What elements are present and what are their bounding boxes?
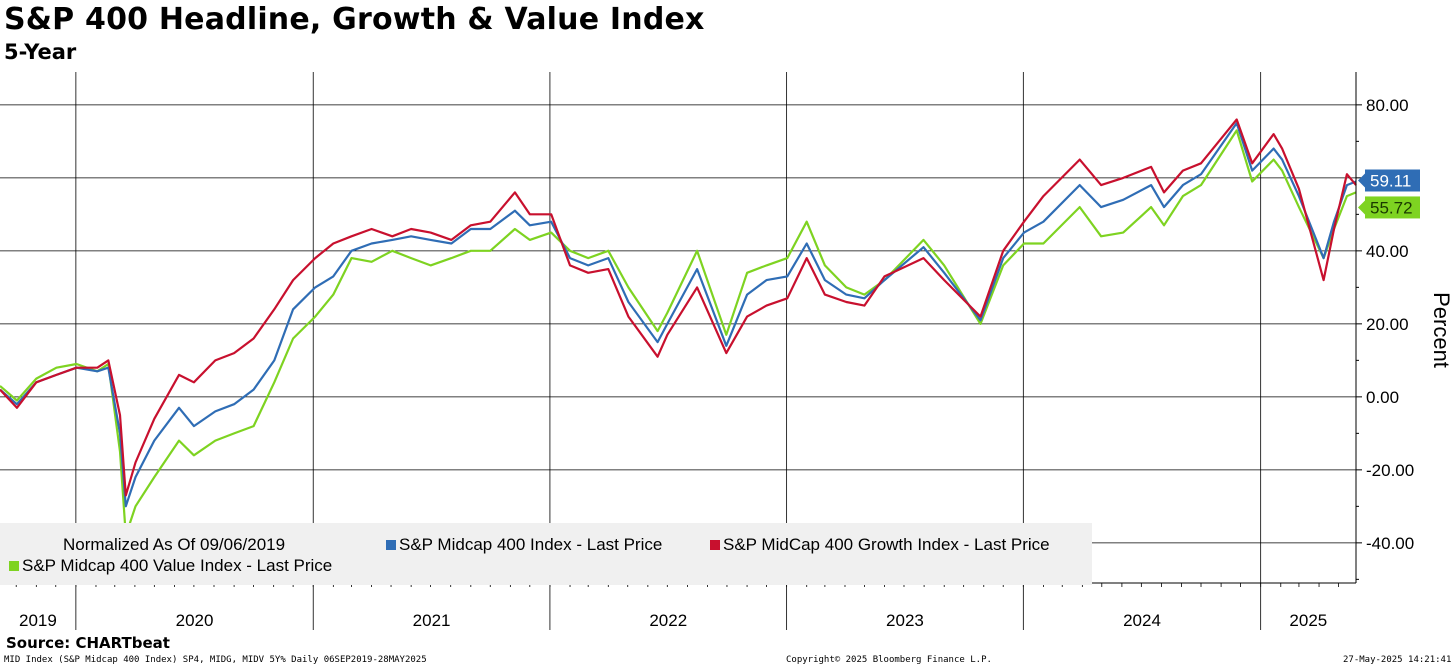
chart-title: S&P 400 Headline, Growth & Value Index	[4, 2, 705, 37]
copyright: Copyright© 2025 Bloomberg Finance L.P.	[786, 655, 992, 665]
series-line-growth	[0, 118, 1357, 497]
last-value-label: 59.11	[1370, 172, 1411, 191]
y-axis-title: Percent	[1429, 292, 1454, 368]
x-year-label: 2021	[413, 611, 451, 630]
x-year-label: 2020	[176, 611, 214, 630]
x-year-label: 2022	[649, 611, 687, 630]
series-line-value	[0, 129, 1357, 537]
y-tick-label: 80.00	[1366, 96, 1409, 115]
legend-swatch-value	[9, 561, 19, 571]
y-tick-label: 0.00	[1366, 388, 1399, 407]
y-tick-label: 40.00	[1366, 242, 1409, 261]
last-value-labels: 59.11 55.72	[1358, 169, 1420, 219]
legend-note: Normalized As Of 09/06/2019	[63, 535, 286, 554]
timestamp: 27-May-2025 14:21:41	[1343, 655, 1452, 665]
x-year-label: 2025	[1289, 611, 1327, 630]
last-value-pointer	[1358, 200, 1365, 215]
last-value-box	[1365, 196, 1420, 219]
legend-item-midcap: S&P Midcap 400 Index - Last Price	[386, 535, 662, 555]
legend: Normalized As Of 09/06/2019 S&P Midcap 4…	[0, 523, 1092, 585]
legend-item-value: S&P Midcap 400 Value Index - Last Price	[9, 556, 332, 576]
legend-swatch-midcap	[386, 540, 396, 550]
series-line-midcap	[0, 121, 1357, 508]
legend-swatch-growth	[710, 540, 720, 550]
x-year-label: 2024	[1123, 611, 1161, 630]
series-lines	[0, 118, 1357, 537]
last-value-pointer	[1358, 173, 1365, 188]
y-tick-label: -40.00	[1366, 534, 1414, 553]
last-value-label: 55.72	[1370, 198, 1413, 217]
source-label: Source: CHARTbeat	[6, 634, 170, 652]
legend-item-growth: S&P MidCap 400 Growth Index - Last Price	[710, 535, 1050, 555]
y-tick-label: -20.00	[1366, 461, 1414, 480]
y-tick-label: 20.00	[1366, 315, 1409, 334]
legend-label-value: S&P Midcap 400 Value Index - Last Price	[22, 556, 333, 575]
legend-label-midcap: S&P Midcap 400 Index - Last Price	[399, 535, 663, 554]
chart-subtitle: 5-Year	[4, 40, 77, 64]
x-year-label: 2019	[19, 611, 57, 630]
x-year-label: 2023	[886, 611, 924, 630]
ticker-info: MID Index (S&P Midcap 400 Index) SP4, MI…	[4, 655, 427, 665]
legend-label-growth: S&P MidCap 400 Growth Index - Last Price	[723, 535, 1050, 554]
last-value-box	[1365, 169, 1420, 192]
